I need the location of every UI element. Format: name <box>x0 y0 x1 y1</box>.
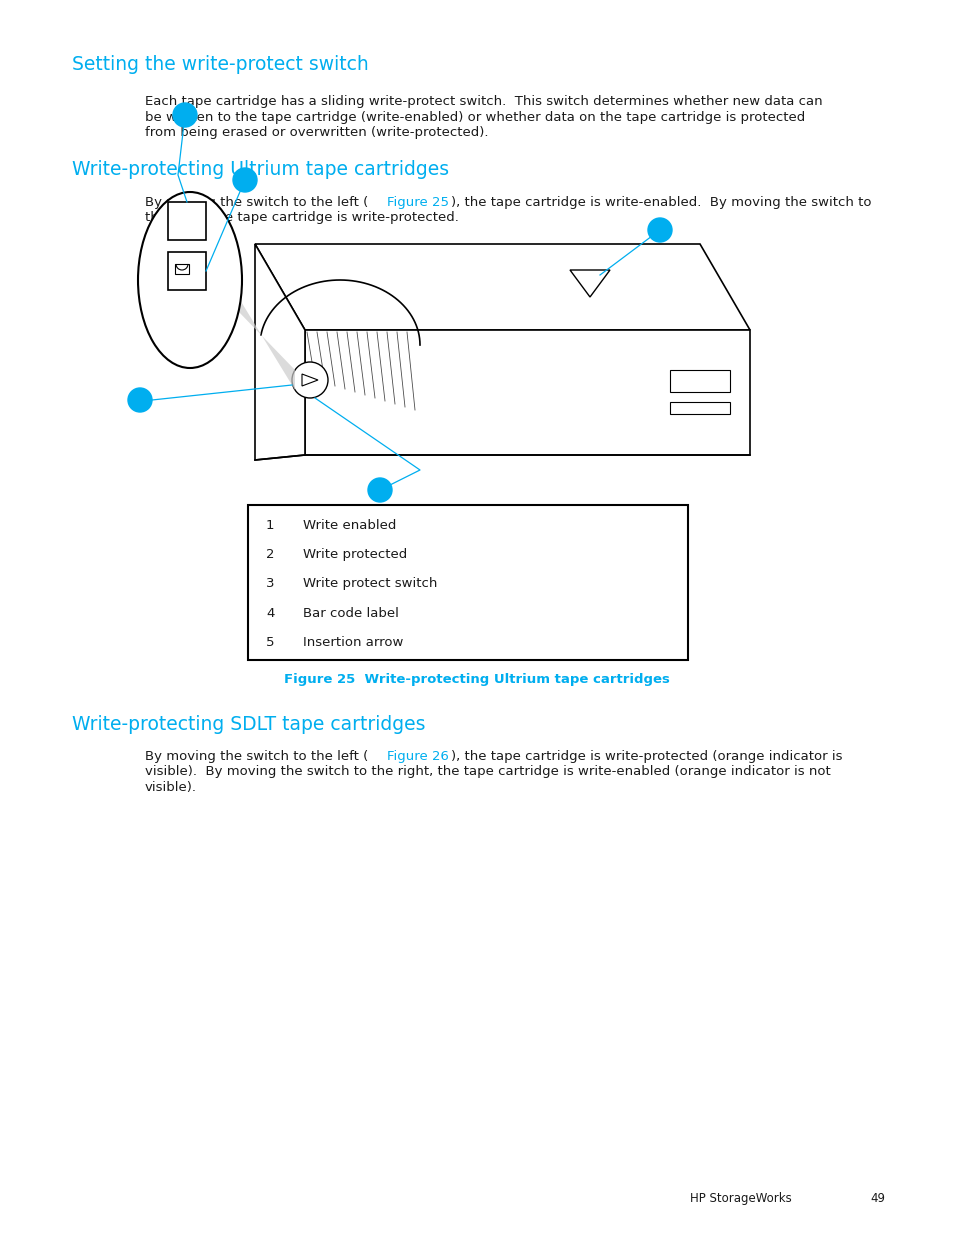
Text: ), the tape cartridge is write-protected (orange indicator is: ), the tape cartridge is write-protected… <box>451 750 842 763</box>
Text: 4: 4 <box>266 606 274 620</box>
Text: Insertion arrow: Insertion arrow <box>303 636 403 648</box>
Text: Figure 25  Write-protecting Ultrium tape cartridges: Figure 25 Write-protecting Ultrium tape … <box>284 673 669 685</box>
Text: 3: 3 <box>266 578 274 590</box>
Text: HP StorageWorks: HP StorageWorks <box>689 1192 791 1205</box>
Circle shape <box>172 103 196 127</box>
Text: 2: 2 <box>266 548 274 561</box>
Ellipse shape <box>138 191 242 368</box>
FancyBboxPatch shape <box>168 252 206 290</box>
Text: visible).: visible). <box>145 781 196 794</box>
Polygon shape <box>569 270 609 296</box>
Text: By moving the switch to the left (: By moving the switch to the left ( <box>145 750 368 763</box>
Text: Write-protecting Ultrium tape cartridges: Write-protecting Ultrium tape cartridges <box>71 161 449 179</box>
Text: Setting the write-protect switch: Setting the write-protect switch <box>71 56 369 74</box>
Polygon shape <box>254 245 305 459</box>
Text: Bar code label: Bar code label <box>303 606 398 620</box>
Circle shape <box>368 478 392 501</box>
Text: 49: 49 <box>869 1192 884 1205</box>
Text: Write protect switch: Write protect switch <box>303 578 436 590</box>
Circle shape <box>647 219 671 242</box>
Text: Figure 26: Figure 26 <box>387 750 449 763</box>
Text: the right, the tape cartridge is write-protected.: the right, the tape cartridge is write-p… <box>145 211 458 225</box>
Text: By moving the switch to the left (: By moving the switch to the left ( <box>145 196 368 209</box>
Polygon shape <box>254 245 749 330</box>
Text: Write enabled: Write enabled <box>303 519 395 532</box>
Circle shape <box>233 168 256 191</box>
Polygon shape <box>302 374 317 387</box>
Text: Write protected: Write protected <box>303 548 407 561</box>
FancyBboxPatch shape <box>174 264 189 274</box>
FancyBboxPatch shape <box>168 203 206 240</box>
FancyBboxPatch shape <box>669 370 729 391</box>
Text: Write-protecting SDLT tape cartridges: Write-protecting SDLT tape cartridges <box>71 715 425 734</box>
Text: from being erased or overwritten (write-protected).: from being erased or overwritten (write-… <box>145 126 488 140</box>
Polygon shape <box>305 330 749 454</box>
Text: 5: 5 <box>266 636 274 648</box>
Circle shape <box>128 388 152 412</box>
Polygon shape <box>236 295 294 390</box>
Text: 1: 1 <box>266 519 274 532</box>
FancyBboxPatch shape <box>669 403 729 414</box>
Text: be written to the tape cartridge (write-enabled) or whether data on the tape car: be written to the tape cartridge (write-… <box>145 110 804 124</box>
Text: Figure 25: Figure 25 <box>387 196 449 209</box>
FancyBboxPatch shape <box>248 505 687 659</box>
Text: Each tape cartridge has a sliding write-protect switch.  This switch determines : Each tape cartridge has a sliding write-… <box>145 95 821 107</box>
Text: ), the tape cartridge is write-enabled.  By moving the switch to: ), the tape cartridge is write-enabled. … <box>451 196 871 209</box>
Circle shape <box>292 362 328 398</box>
Text: visible).  By moving the switch to the right, the tape cartridge is write-enable: visible). By moving the switch to the ri… <box>145 766 830 778</box>
